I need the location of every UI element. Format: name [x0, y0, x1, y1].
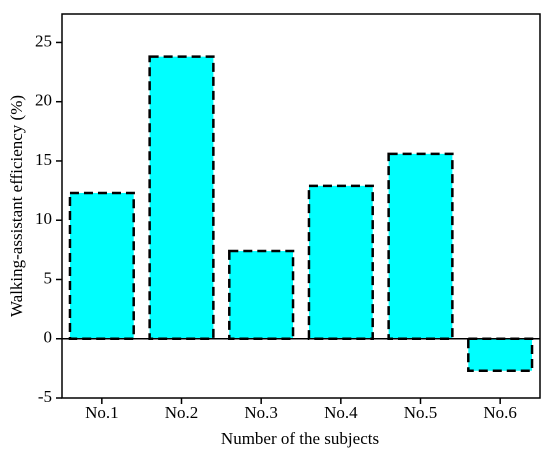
y-tick-label: 10: [35, 209, 52, 228]
y-tick-label: -5: [38, 387, 52, 406]
x-axis-label: Number of the subjects: [221, 429, 379, 448]
y-tick-label: 20: [35, 91, 52, 110]
y-tick-label: 25: [35, 31, 52, 50]
x-tick-label: No.6: [483, 403, 517, 422]
bar: [68, 191, 135, 340]
x-tick-label: No.3: [244, 403, 278, 422]
x-tick-label: No.4: [324, 403, 358, 422]
plot-frame: [61, 13, 541, 399]
y-axis-label: Walking-assistant efficiency (%): [7, 95, 26, 317]
y-tick-label: 0: [44, 328, 53, 347]
bar: [307, 184, 374, 340]
x-tick-label: No.2: [165, 403, 199, 422]
y-tick-label: 5: [44, 268, 53, 287]
bar: [387, 152, 454, 340]
bar: [148, 55, 215, 340]
bar: [467, 337, 534, 372]
x-tick-label: No.5: [404, 403, 438, 422]
y-tick-label: 15: [35, 150, 52, 169]
bar: [228, 249, 295, 340]
x-tick-label: No.1: [85, 403, 119, 422]
